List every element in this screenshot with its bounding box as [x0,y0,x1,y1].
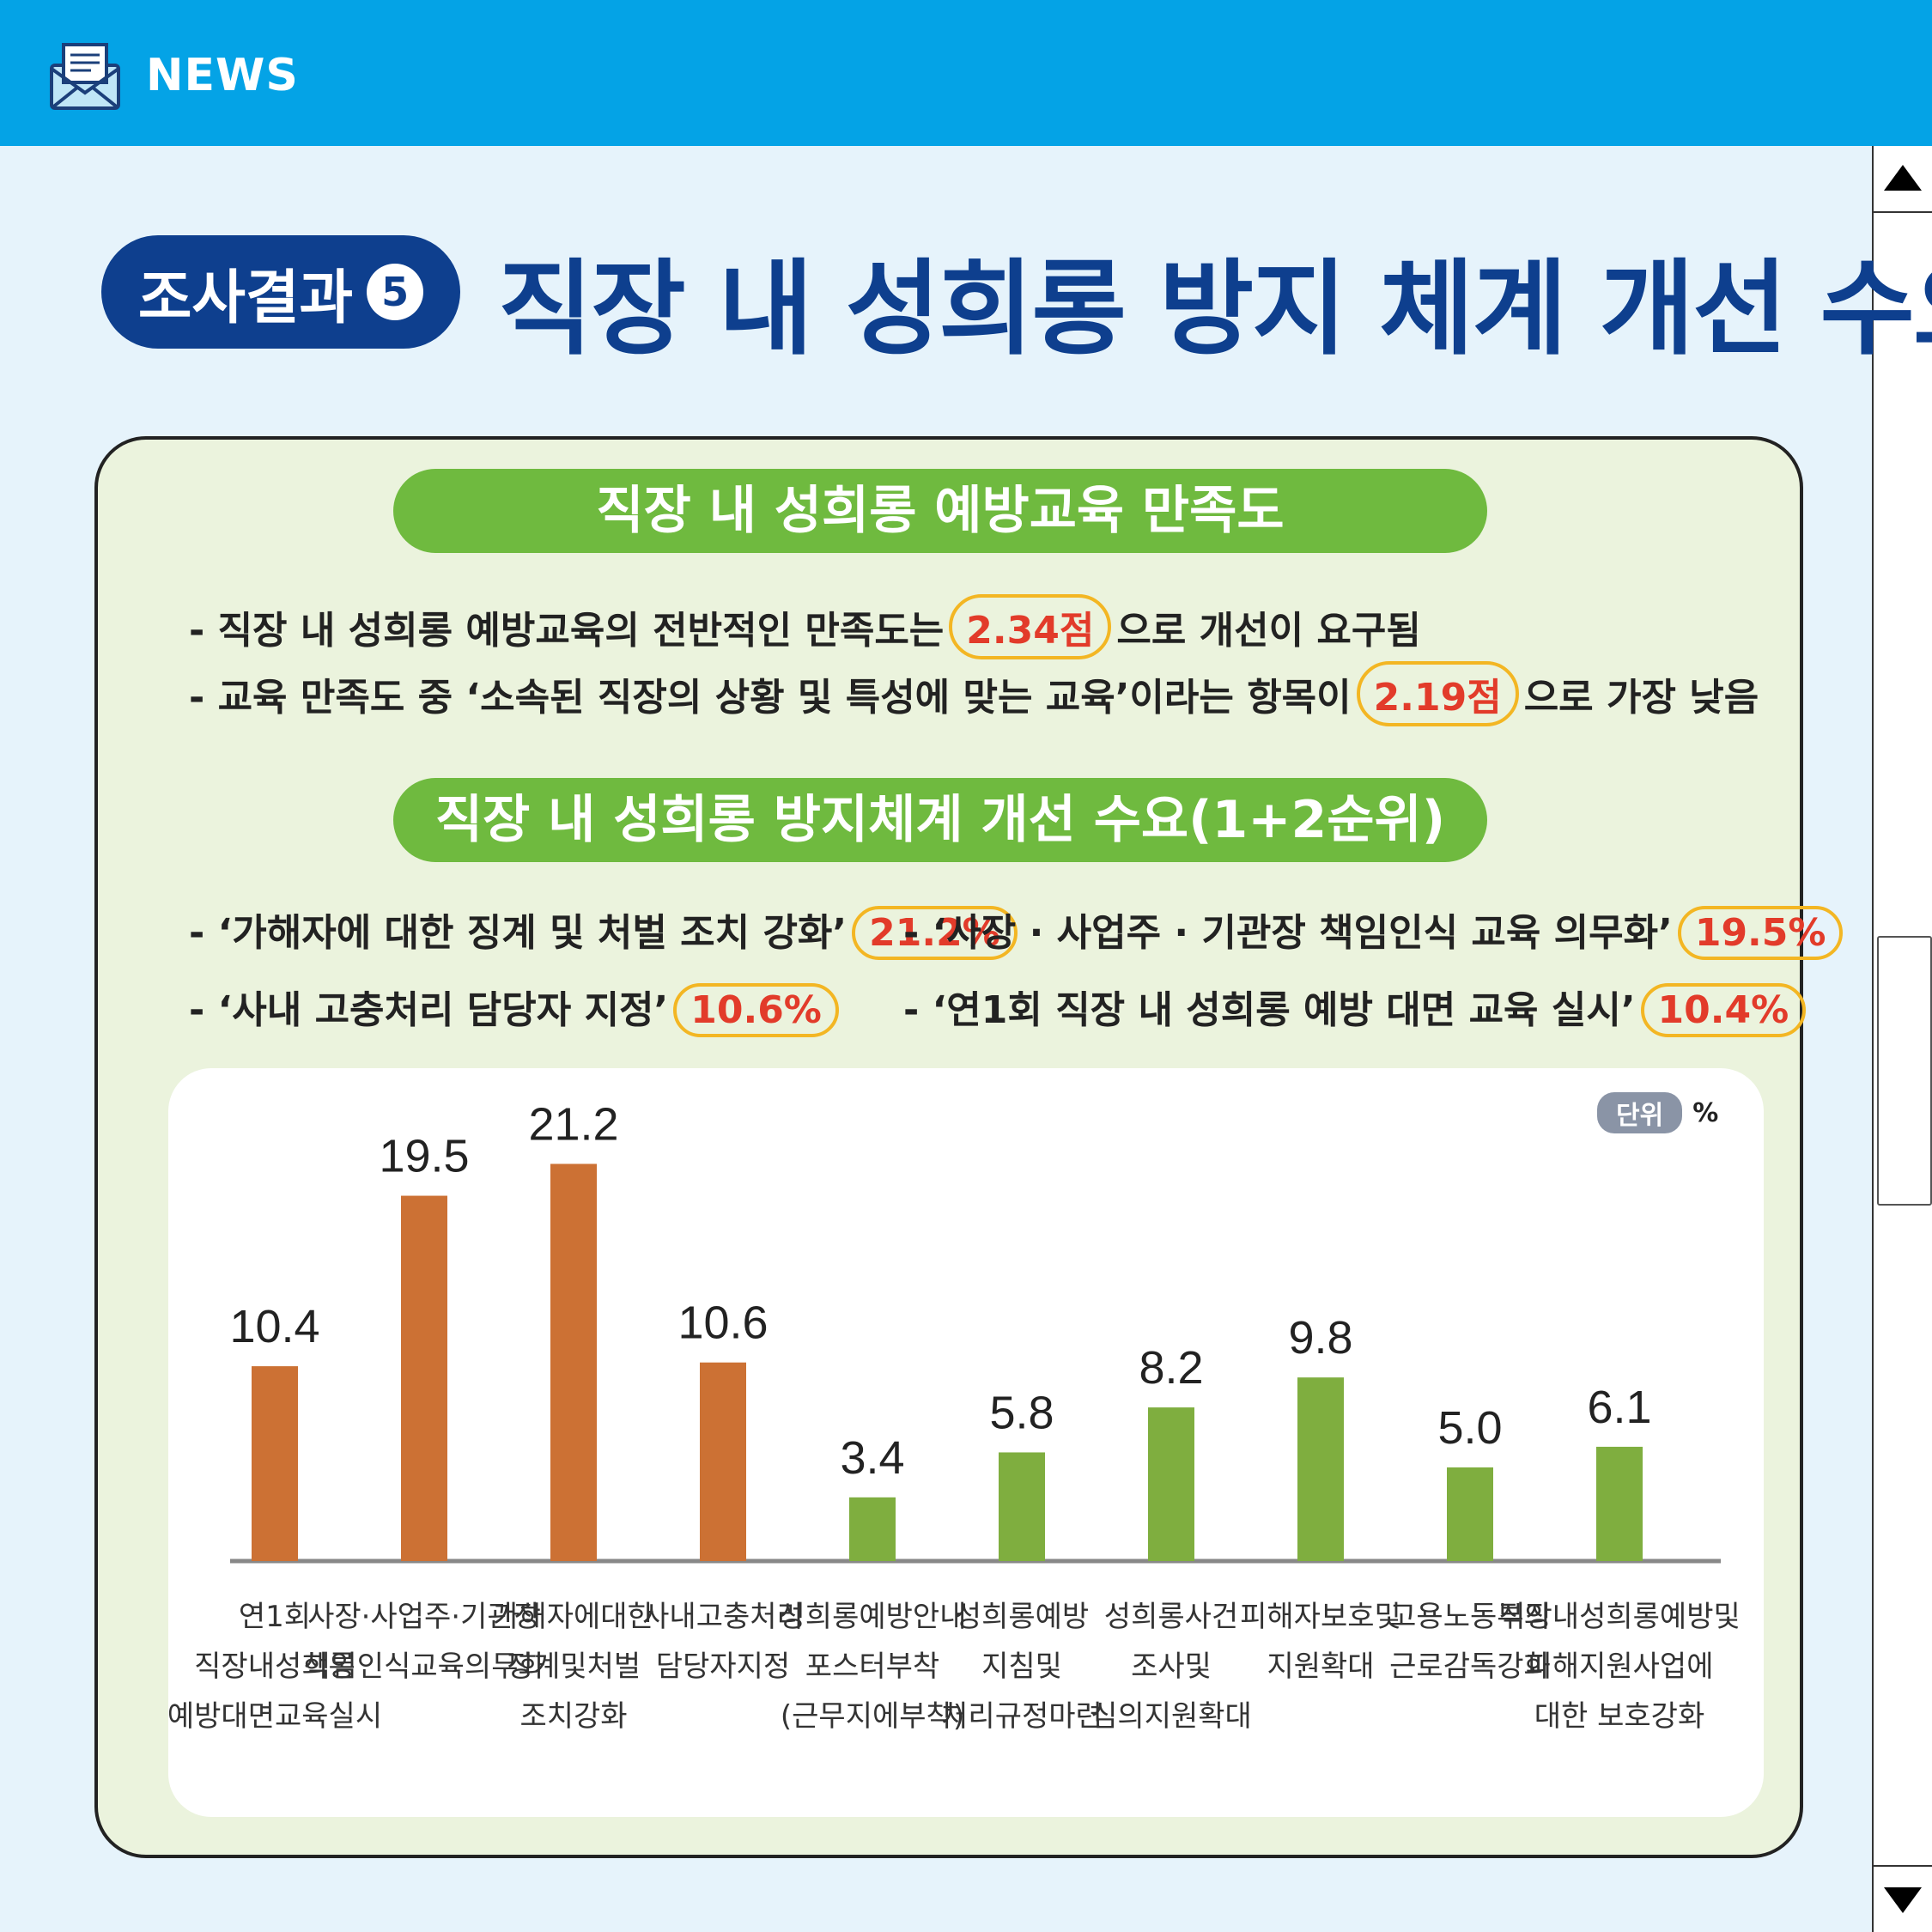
line2-value: 2.19점 [1356,661,1519,726]
section1-heading: 직장 내 성희롱 예방교육 만족도 [393,469,1487,553]
category-label-line: 포스터부착 [805,1649,939,1684]
line1-suffix: 으로 개선이 요구됨 [1116,609,1421,653]
category-label-line: 사내고충처리 [642,1600,804,1634]
line2-text: - 교육 만족도 중 ‘소속된 직장의 상황 및 특성에 맞는 교육’이라는 항… [189,676,1352,720]
data-label: 5.0 [1437,1402,1502,1454]
satisfaction-line-1: - 직장 내 성희롱 예방교육의 전반적인 만족도는 2.34점 으로 개선이 요구… [189,594,1421,659]
bar [401,1195,447,1561]
category-label-line: 성희롱사건 [1104,1600,1238,1634]
category-label-line: 근로감독강화 [1389,1649,1551,1684]
demand-item-1: - ‘가해자에 대한 징계 및 처벌 조치 강화’ 21.2% [189,902,1023,960]
data-label: 5.8 [989,1387,1054,1438]
demand-item-text: - ‘연1회 직장 내 성희롱 예방 대면 교육 실시’ [903,988,1636,1032]
category-label-line: 직장내성희롱 [194,1649,355,1684]
category-label-line: 사장·사업주·기관장 [307,1600,541,1634]
category-label-line: 예방대면교육실시 [167,1699,382,1734]
category-label-line: 고용노동부의 [1389,1600,1551,1634]
category-label-line: 직장내성희롱예방및 [1498,1600,1741,1634]
category-label-line: 조치강화 [519,1699,627,1734]
category-label-line: 가해자에대한 [493,1600,654,1634]
line2-suffix: 으로 가장 낮음 [1523,676,1759,720]
result-badge: 조사결과 5 [101,235,460,349]
bar [1148,1407,1194,1561]
demand-item-value: 21.2% [852,906,1018,960]
scroll-up-button[interactable] [1874,146,1932,213]
data-label: 3.4 [840,1432,904,1484]
demand-item-text: - ‘가해자에 대한 징계 및 처벌 조치 강화’ [189,911,848,955]
category-label-line: 처리규정마련 [941,1699,1103,1734]
envelope-icon [50,43,120,110]
category-label-line: 담당자지정 [656,1649,790,1684]
badge-label: 조사결과 [137,264,354,332]
demand-item-4: - ‘연1회 직장 내 성희롱 예방 대면 교육 실시’ 10.4% [903,979,1811,1037]
category-label-line: 피해지원사업에 [1526,1649,1714,1684]
demand-item-3: - ‘사내 고충처리 담당자 지정’ 10.6% [189,979,844,1037]
data-label: 10.4 [229,1301,319,1352]
category-label-line: 대한 보호강화 [1534,1699,1705,1734]
demand-item-text: - ‘사내 고충처리 담당자 지정’ [189,988,669,1032]
category-label-line: 징계및처벌 [507,1649,641,1684]
data-label: 21.2 [528,1098,618,1150]
data-label: 10.6 [677,1297,768,1349]
scrollbar[interactable] [1872,146,1932,1932]
data-label: 9.8 [1288,1312,1352,1364]
category-label-line: 책임인식교육의무화 [303,1649,545,1684]
category-label-line: 연1회 [239,1600,311,1634]
bar [252,1366,298,1561]
category-label-line: 지침및 [981,1649,1062,1684]
unit-symbol: % [1692,1097,1719,1128]
line1-value: 2.34점 [949,594,1112,659]
data-label: 8.2 [1139,1342,1203,1394]
section2-heading: 직장 내 성희롱 방지체계 개선 수요(1+2순위) [393,778,1487,862]
arrow-down-icon [1884,1887,1922,1913]
arrow-up-icon [1884,165,1922,191]
demand-item-value: 10.6% [673,983,839,1037]
scroll-down-button[interactable] [1874,1865,1932,1932]
scrollbar-thumb[interactable] [1877,936,1932,1206]
data-label: 19.5 [379,1131,469,1182]
page-title: 직장 내 성희롱 방지 체계 개선 수요 [498,250,1932,369]
category-label-line: 조사및 [1131,1649,1212,1684]
category-label-line: 성희롱예방안내 [779,1600,967,1634]
unit-tag: 단위 [1597,1092,1683,1133]
category-label-line: 피해자보호및 [1240,1600,1401,1634]
category-label-line: 성희롱예방 [955,1600,1089,1634]
category-label-line: (근무지에부착) [781,1699,964,1734]
demand-item-text: - ‘사장 · 사업주 · 기관장 책임인식 교육 의무화’ [903,911,1673,955]
line1-text: - 직장 내 성희롱 예방교육의 전반적인 만족도는 [189,609,945,653]
demand-item-value: 19.5% [1677,906,1844,960]
data-label: 6.1 [1587,1382,1651,1433]
bar [999,1452,1045,1561]
top-bar: NEWS [0,0,1932,146]
unit-label: 단위 % [1597,1092,1719,1133]
bar [1596,1446,1643,1561]
bar [700,1362,746,1561]
category-label-line: 심의지원확대 [1091,1699,1252,1734]
badge-number: 5 [367,264,424,320]
demand-item-value: 10.4% [1640,983,1807,1037]
news-label: NEWS [146,50,299,101]
satisfaction-line-2: - 교육 만족도 중 ‘소속된 직장의 상황 및 특성에 맞는 교육’이라는 항… [189,661,1759,726]
bar [1447,1467,1493,1561]
bar [1297,1377,1344,1561]
category-label-line: 지원확대 [1267,1649,1374,1684]
bar [550,1163,597,1561]
demand-item-2: - ‘사장 · 사업주 · 기관장 책임인식 교육 의무화’ 19.5% [903,902,1848,960]
bar [849,1497,896,1561]
